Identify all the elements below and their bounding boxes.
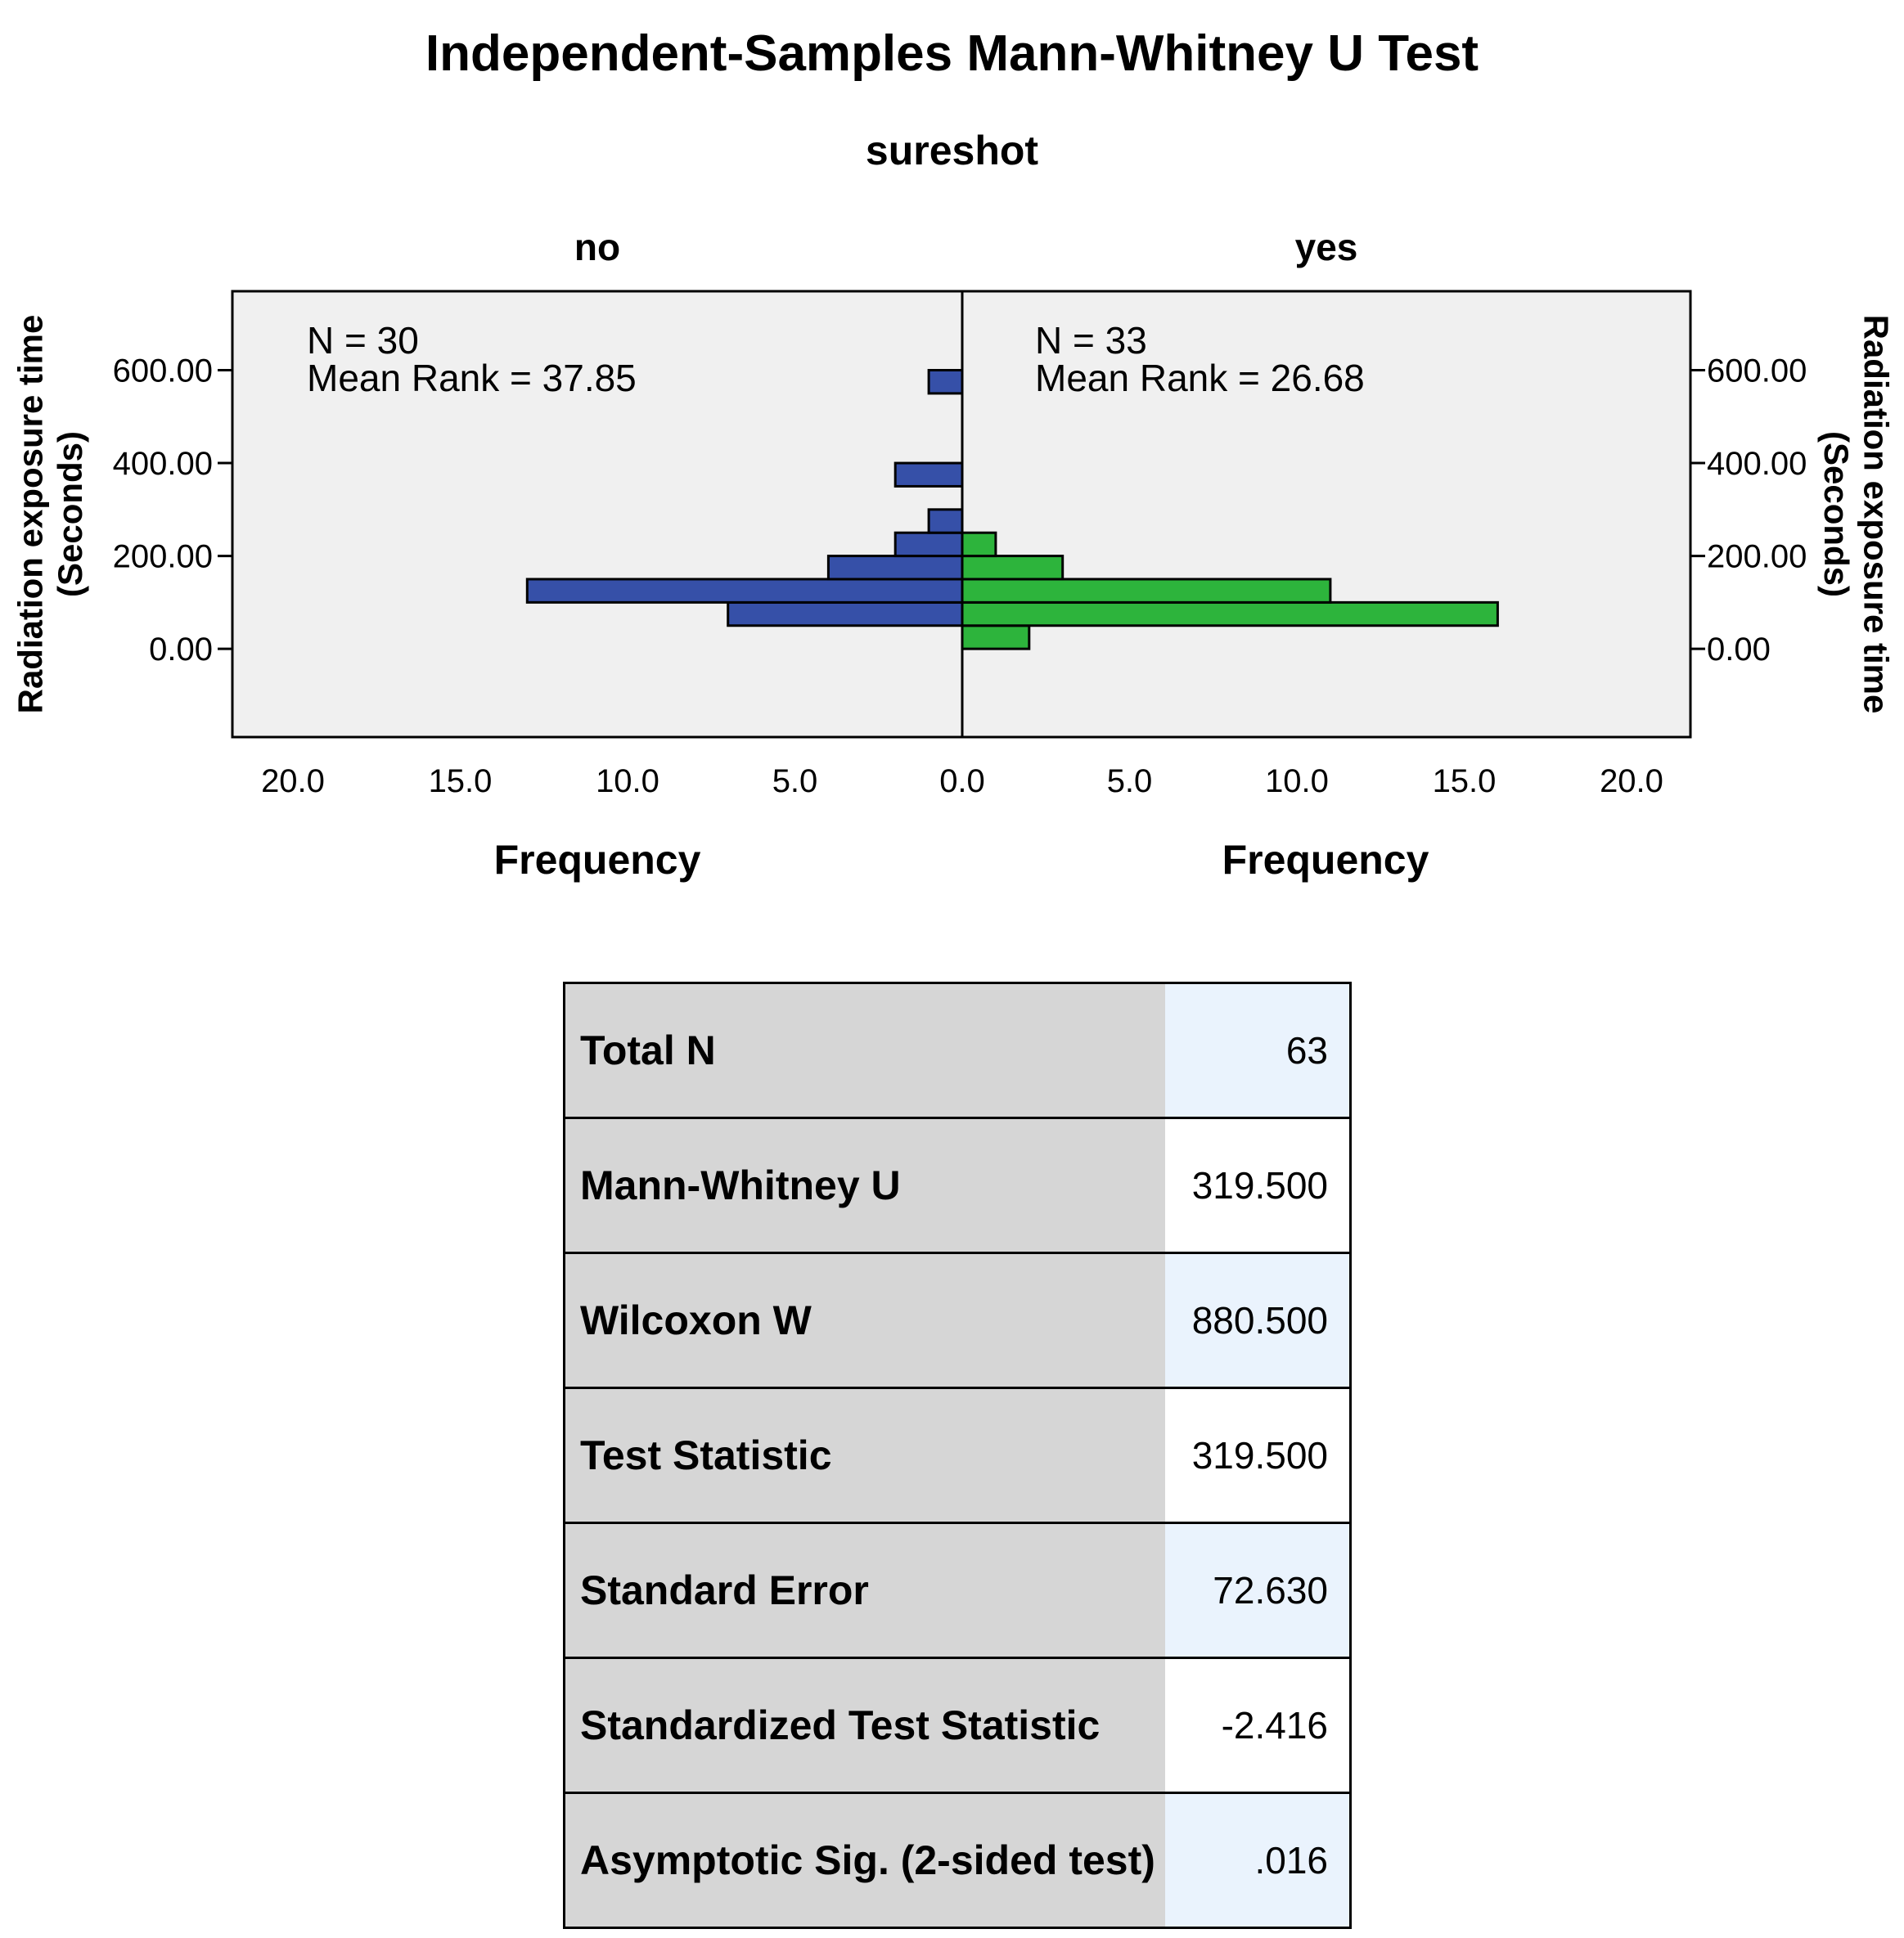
bar-yes-150-200 — [961, 555, 1065, 581]
n-label-yes: N = 33 — [1035, 319, 1147, 362]
x-tick-label-no-10.0: 10.0 — [596, 763, 659, 799]
x-axis-title-yes: Frequency — [1222, 837, 1429, 883]
stats-value: 72.630 — [1165, 1522, 1351, 1659]
y-tick-label-left-400.00: 400.00 — [113, 446, 213, 482]
bar-yes-0-50 — [961, 624, 1031, 650]
x-tick-label-no-0.0: 0.0 — [939, 763, 985, 799]
stats-row: Mann-Whitney U 319.500 — [564, 1117, 1351, 1254]
chart-title: Independent-Samples Mann-Whitney U Test — [425, 25, 1479, 82]
x-tick-label-yes-10.0: 10.0 — [1265, 763, 1329, 799]
stats-label: Asymptotic Sig. (2-sided test) — [564, 1792, 1165, 1929]
stats-row: Total N 63 — [564, 982, 1351, 1119]
stats-label: Mann-Whitney U — [564, 1117, 1165, 1254]
stats-row: Standardized Test Statistic -2.416 — [564, 1657, 1351, 1794]
mean-rank-label-no: Mean Rank = 37.85 — [307, 357, 637, 399]
x-tick-label-no-20.0: 20.0 — [261, 763, 325, 799]
y-axis-title-left: Radiation exposure time(Seconds) — [11, 315, 89, 714]
x-tick-label-no-15.0: 15.0 — [429, 763, 493, 799]
y-tick-label-right-600.00: 600.00 — [1707, 353, 1807, 389]
bar-no-350-400 — [893, 461, 964, 488]
stats-value: 880.500 — [1165, 1252, 1351, 1389]
mean-rank-label-yes: Mean Rank = 26.68 — [1035, 357, 1365, 399]
bar-no-50-100 — [727, 600, 964, 627]
x-tick-label-yes-5.0: 5.0 — [1107, 763, 1153, 799]
stats-value: 63 — [1165, 982, 1351, 1119]
stats-label: Test Statistic — [564, 1387, 1165, 1524]
stats-label: Standardized Test Statistic — [564, 1657, 1165, 1794]
panel-label-yes: yes — [1295, 226, 1358, 268]
panel-label-no: no — [574, 226, 620, 268]
x-tick-label-no-5.0: 5.0 — [772, 763, 818, 799]
stats-value: -2.416 — [1165, 1657, 1351, 1794]
stats-value: .016 — [1165, 1792, 1351, 1929]
bar-yes-100-150 — [961, 578, 1332, 604]
y-tick-label-right-0.00: 0.00 — [1707, 632, 1771, 668]
y-axis-title-right: Radiation exposure time(Seconds) — [1817, 315, 1895, 714]
test-statistics-table: Total N 63 Mann-Whitney U 319.500 Wilcoxon W… — [563, 982, 1352, 1929]
n-label-no: N = 30 — [307, 319, 419, 362]
bar-no-550-600 — [927, 369, 964, 395]
y-tick-label-right-200.00: 200.00 — [1707, 539, 1807, 575]
grouping-variable-label: sureshot — [865, 128, 1039, 173]
x-tick-label-yes-20.0: 20.0 — [1600, 763, 1663, 799]
stats-row: Test Statistic 319.500 — [564, 1387, 1351, 1524]
bar-yes-50-100 — [961, 600, 1499, 627]
stats-row: Asymptotic Sig. (2-sided test) .016 — [564, 1792, 1351, 1929]
y-tick-label-left-0.00: 0.00 — [149, 632, 213, 668]
y-tick-label-right-400.00: 400.00 — [1707, 446, 1807, 482]
stats-row: Standard Error 72.630 — [564, 1522, 1351, 1659]
stats-row: Wilcoxon W 880.500 — [564, 1252, 1351, 1389]
y-tick-label-left-600.00: 600.00 — [113, 353, 213, 389]
x-tick-label-yes-15.0: 15.0 — [1433, 763, 1497, 799]
bar-no-250-300 — [927, 508, 964, 534]
stats-label: Total N — [564, 982, 1165, 1119]
stats-label: Standard Error — [564, 1522, 1165, 1659]
bar-no-150-200 — [826, 555, 964, 581]
y-tick-label-left-200.00: 200.00 — [113, 539, 213, 575]
stats-value: 319.500 — [1165, 1387, 1351, 1524]
bar-no-200-250 — [893, 531, 964, 558]
stats-label: Wilcoxon W — [564, 1252, 1165, 1389]
x-axis-title-no: Frequency — [494, 837, 701, 883]
bar-yes-200-250 — [961, 531, 997, 558]
bar-no-100-150 — [525, 578, 964, 604]
stats-value: 319.500 — [1165, 1117, 1351, 1254]
